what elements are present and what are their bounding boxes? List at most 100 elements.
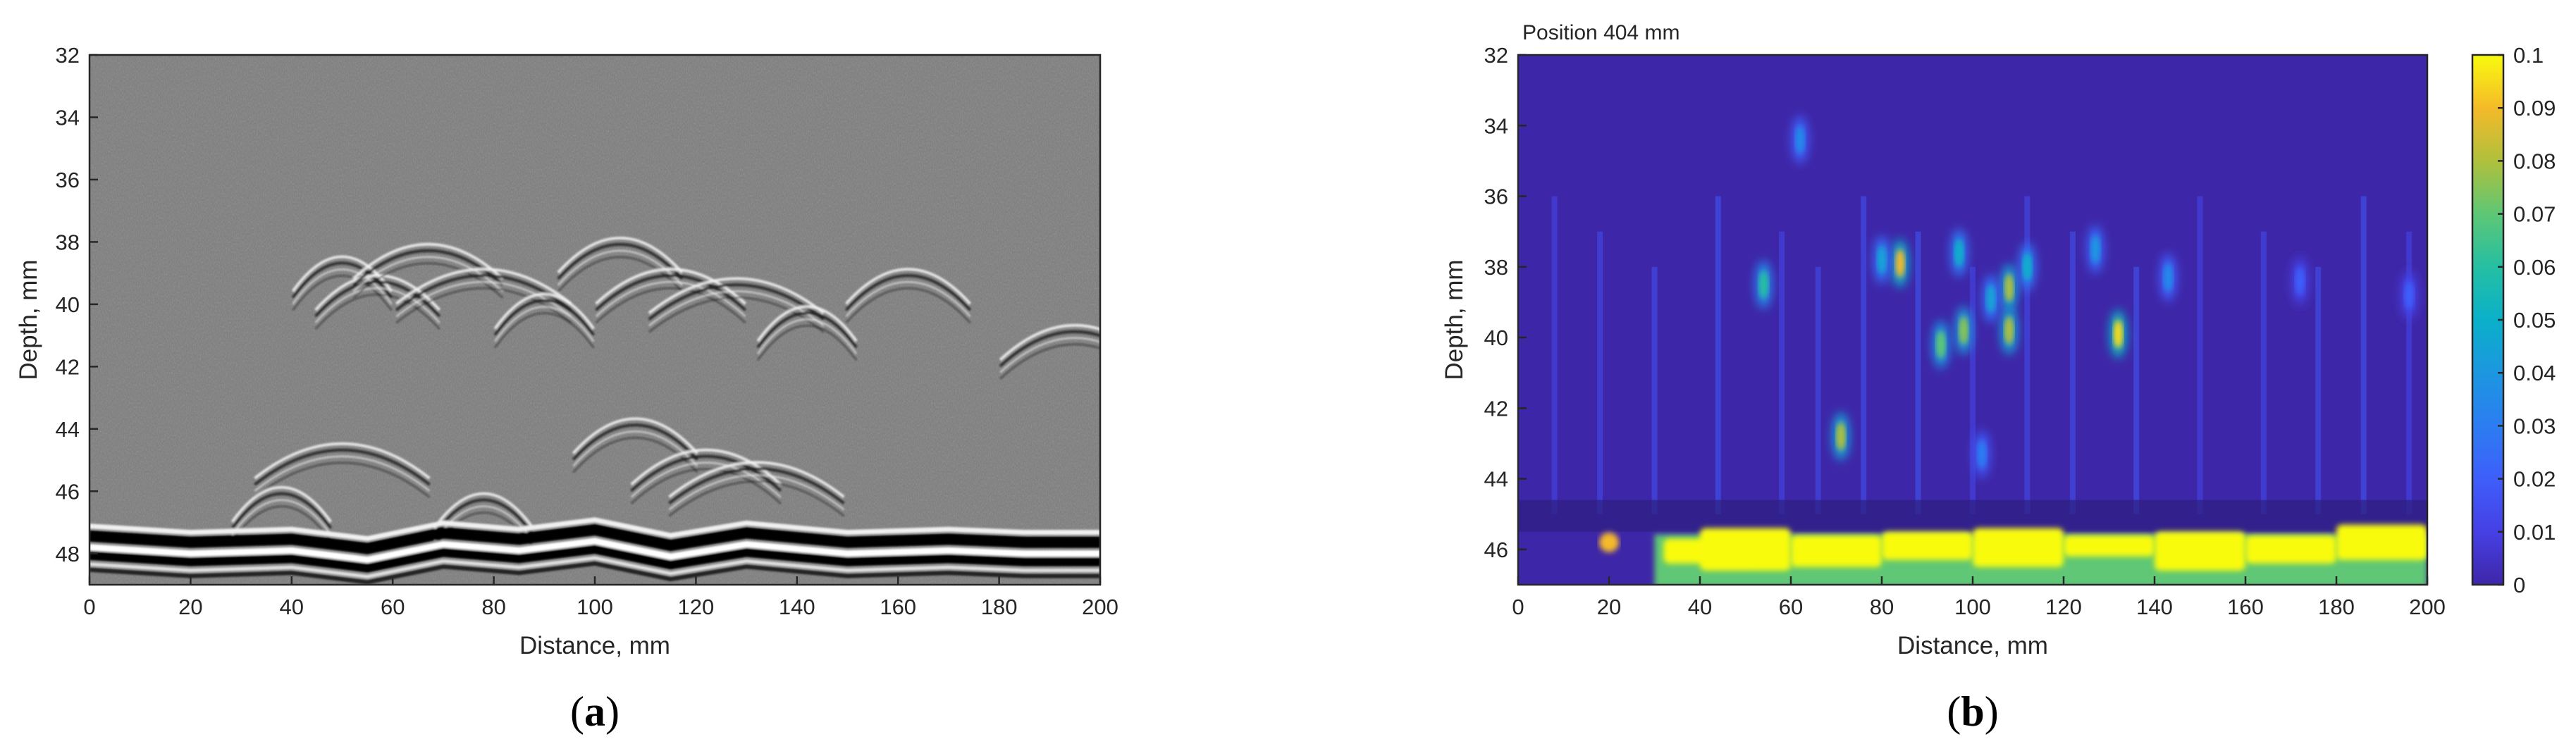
hotspot bbox=[2163, 263, 2174, 292]
colorbar-tick-label: 0.09 bbox=[2513, 96, 2556, 120]
noise-streak bbox=[2315, 266, 2322, 514]
reflection-arc bbox=[757, 318, 858, 354]
reflection-arc bbox=[595, 287, 746, 324]
panel-b-y-tick-label: 46 bbox=[1484, 538, 1508, 562]
hotspot bbox=[2113, 320, 2124, 349]
back-wall-band bbox=[90, 561, 1100, 585]
back-wall-segment bbox=[2336, 524, 2427, 560]
panel-b-x-tick-label: 60 bbox=[1779, 595, 1803, 619]
reflection-arc bbox=[668, 461, 845, 498]
panel-a-speckle bbox=[90, 55, 1100, 585]
panel-a-x-tick-label: 60 bbox=[381, 595, 405, 619]
back-wall-segment bbox=[2245, 535, 2336, 564]
reflection-arc bbox=[254, 461, 431, 498]
panel-b-y-tick-label: 34 bbox=[1484, 113, 1508, 138]
reflection-arc bbox=[314, 293, 440, 330]
reflection-arc bbox=[493, 292, 595, 330]
panel-b-x-tick-label: 80 bbox=[1870, 595, 1894, 619]
reflection-arc bbox=[557, 236, 684, 274]
reflection-arc bbox=[756, 311, 858, 349]
colorbar-tick-label: 0.06 bbox=[2513, 255, 2556, 280]
back-wall-band bbox=[90, 517, 1100, 542]
panel-b-x-tick-label: 180 bbox=[2318, 595, 2355, 619]
reflection-arc bbox=[595, 281, 746, 318]
reflection-arc bbox=[648, 277, 825, 314]
reflection-arc bbox=[999, 343, 1100, 380]
panel-a-y-tick-label: 34 bbox=[56, 105, 80, 130]
panel-b-x-axis: 0 20 40 60 80 100 120 140 160 180 200 bbox=[1512, 576, 2446, 619]
panel-a-y-tick-label: 38 bbox=[56, 230, 80, 254]
panel-b-x-tick-label: 200 bbox=[2409, 595, 2446, 619]
reflection-arc bbox=[493, 299, 595, 336]
panel-a-plot-area bbox=[90, 55, 1100, 585]
panel-a-x-tick-label: 120 bbox=[678, 595, 715, 619]
panel-b-title: Position 404 mm bbox=[1522, 21, 1680, 44]
panel-b-x-tick-label: 120 bbox=[2045, 595, 2082, 619]
noise-streak bbox=[2069, 231, 2076, 514]
panel-a-x-tick-label: 180 bbox=[981, 595, 1018, 619]
panel-b-x-tick-label: 0 bbox=[1512, 595, 1524, 619]
hotspot bbox=[2404, 280, 2415, 309]
panel-a-y-tick-label: 46 bbox=[56, 479, 80, 504]
reflection-arc bbox=[572, 437, 698, 473]
noise-streak bbox=[2197, 196, 2203, 514]
panel-b-x-tick-label: 140 bbox=[2136, 595, 2173, 619]
panel-b-x-tick-label: 160 bbox=[2227, 595, 2264, 619]
back-wall-band bbox=[90, 538, 1100, 564]
back-wall-segment bbox=[2064, 535, 2155, 557]
reflection-arc bbox=[557, 242, 684, 280]
panel-b-y-tick-label: 36 bbox=[1484, 185, 1508, 209]
hotspot bbox=[1976, 440, 1987, 468]
noise-streak bbox=[2133, 266, 2140, 514]
reflection-arc bbox=[668, 474, 845, 511]
panel-a-x-axis-title: Distance, mm bbox=[519, 632, 670, 659]
reflection-arc bbox=[648, 283, 825, 321]
panel-b-y-axis-title: Depth, mm bbox=[1441, 259, 1468, 380]
colorbar-tick-label: 0.03 bbox=[2513, 414, 2556, 438]
reflection-arc bbox=[292, 268, 393, 305]
back-wall-segment bbox=[1700, 528, 1791, 571]
panel-b-x-tick-label: 100 bbox=[1954, 595, 1991, 619]
reflection-arc bbox=[572, 417, 698, 454]
noise-streak bbox=[2360, 196, 2367, 514]
panel-a-y-tick-label: 48 bbox=[56, 542, 80, 566]
reflection-arc bbox=[254, 455, 431, 492]
reflection-arc bbox=[845, 268, 972, 305]
panel-a: 0 20 40 60 80 100 120 140 160 180 200 32 34 36 38 40 42… bbox=[15, 43, 1118, 735]
reflection-arc bbox=[231, 499, 332, 535]
reflection-arc bbox=[595, 268, 746, 305]
reflection-arc bbox=[572, 430, 698, 467]
hotspot bbox=[1894, 249, 1905, 278]
panel-a-y-tick-label: 42 bbox=[56, 354, 80, 379]
reflection-arc bbox=[230, 485, 333, 523]
reflection-arc bbox=[292, 275, 393, 311]
reflection-arc bbox=[494, 306, 595, 342]
panel-b-y-tick-label: 38 bbox=[1484, 255, 1508, 280]
panel-b-streaks bbox=[1518, 196, 2427, 532]
panel-a-y-axis-title: Depth, mm bbox=[15, 259, 42, 380]
colorbar-tick-label: 0.02 bbox=[2513, 467, 2556, 492]
reflection-arc bbox=[668, 467, 845, 504]
colorbar-tick-label: 0 bbox=[2513, 573, 2525, 597]
panel-a-caption: (a) bbox=[570, 688, 620, 735]
panel-a-x-axis: 0 20 40 60 80 100 120 140 160 180 200 bbox=[83, 576, 1118, 619]
back-wall-segment bbox=[1791, 535, 1882, 567]
panel-a-x-tick-label: 100 bbox=[577, 595, 613, 619]
colorbar-tick-label: 0.07 bbox=[2513, 202, 2556, 227]
reflection-arc bbox=[756, 305, 858, 342]
panel-a-y-tick-label: 44 bbox=[56, 417, 80, 442]
panel-a-x-tick-label: 20 bbox=[178, 595, 202, 619]
hotspot bbox=[1835, 422, 1846, 451]
panel-b-x-tick-label: 20 bbox=[1597, 595, 1621, 619]
reflection-arc bbox=[999, 337, 1100, 373]
panel-b-y-axis: 32 34 36 38 40 42 44 46 bbox=[1484, 43, 1527, 562]
back-wall-spot bbox=[1599, 532, 1619, 552]
back-wall-segment bbox=[1973, 528, 2064, 567]
reflection-arc bbox=[845, 274, 972, 311]
panel-a-y-tick-label: 32 bbox=[56, 43, 80, 68]
panel-a-x-tick-label: 80 bbox=[481, 595, 505, 619]
panel-b-y-tick-label: 44 bbox=[1484, 467, 1508, 492]
noise-streak bbox=[2024, 196, 2030, 514]
panel-b-y-tick-label: 40 bbox=[1484, 325, 1508, 350]
